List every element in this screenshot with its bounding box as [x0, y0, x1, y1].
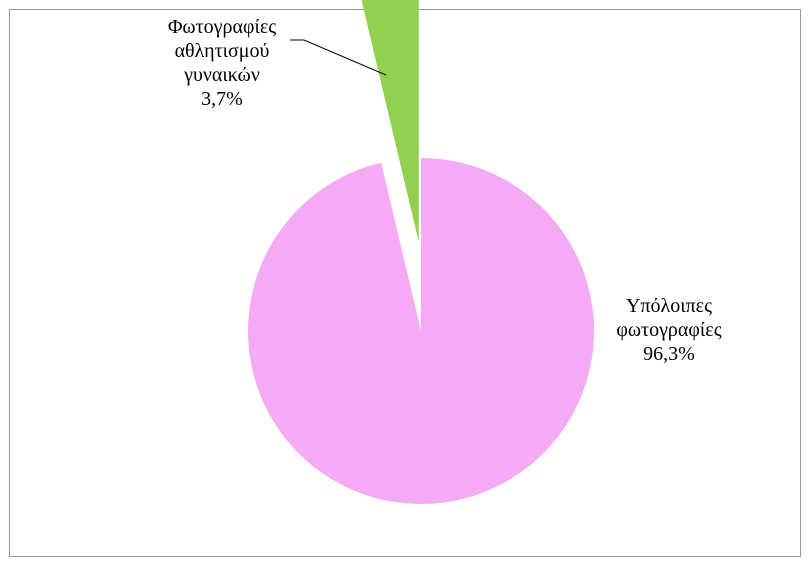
pie-slice-0 [361, 0, 419, 243]
slice-label-1-line-0: Υπόλοιπες [626, 295, 712, 317]
slice-value-label-0: 3,7% [201, 88, 243, 110]
slice-label-1-line-1: φωτογραφίες [616, 319, 721, 341]
slice-value-label-1: 96,3% [643, 343, 695, 365]
pie-slice-1 [248, 158, 594, 505]
slice-label-0-line-0: Φωτογραφίες [168, 16, 276, 38]
slice-label-0-line-1: αθλητισμού [175, 40, 270, 62]
slice-label-0-line-2: γυναικών [183, 64, 260, 86]
leader-line-0 [290, 39, 387, 76]
